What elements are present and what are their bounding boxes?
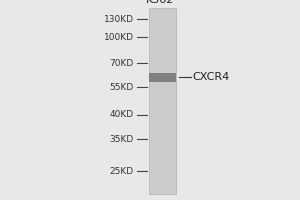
Text: 35KD: 35KD <box>109 134 134 144</box>
Text: CXCR4: CXCR4 <box>192 72 229 82</box>
Text: 70KD: 70KD <box>109 58 134 68</box>
Text: 130KD: 130KD <box>103 15 134 23</box>
Text: 100KD: 100KD <box>103 32 134 42</box>
Text: 40KD: 40KD <box>110 110 134 119</box>
Text: K562: K562 <box>146 0 175 5</box>
Text: 55KD: 55KD <box>109 82 134 92</box>
Bar <box>148 8 176 194</box>
Bar <box>148 72 176 82</box>
Text: 25KD: 25KD <box>110 166 134 176</box>
